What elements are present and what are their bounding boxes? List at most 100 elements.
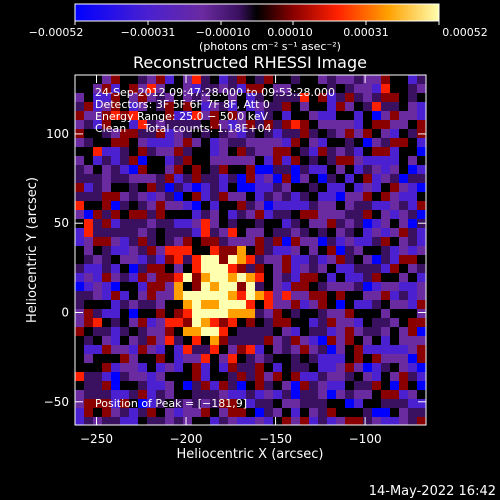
heatmap-cell (282, 120, 292, 130)
heatmap-cell (300, 255, 310, 265)
heatmap-cell (102, 300, 112, 310)
heatmap-cell (345, 156, 355, 166)
heatmap-cell (354, 156, 364, 166)
heatmap-cell (309, 165, 319, 175)
heatmap-cell (93, 120, 103, 130)
heatmap-cell (129, 408, 139, 418)
heatmap-cell (291, 255, 301, 265)
heatmap-cell (300, 264, 310, 274)
heatmap-cell (264, 345, 274, 355)
heatmap-cell (138, 165, 148, 175)
heatmap-cell (291, 192, 301, 202)
heatmap-cell (156, 354, 166, 364)
heatmap-cell (183, 237, 193, 247)
heatmap-cell (129, 183, 139, 193)
heatmap-cell (156, 174, 166, 184)
heatmap-cell (237, 372, 247, 382)
heatmap-cell (237, 255, 247, 265)
heatmap-cell (354, 291, 364, 301)
heatmap-cell (174, 309, 184, 319)
heatmap-cell (228, 138, 238, 148)
heatmap-cell (399, 291, 409, 301)
heatmap-cell (174, 300, 184, 310)
heatmap-cell (111, 390, 121, 400)
heatmap-cell (318, 408, 328, 418)
heatmap-cell (75, 417, 85, 425)
heatmap-cell (318, 309, 328, 319)
heatmap-cell (291, 174, 301, 184)
heatmap-cell (93, 201, 103, 211)
heatmap-cell (282, 318, 292, 328)
heatmap-cell (273, 120, 283, 130)
heatmap-cell (399, 183, 409, 193)
heatmap-cell (300, 291, 310, 301)
heatmap-cell (327, 273, 337, 283)
heatmap-cell (138, 300, 148, 310)
heatmap-cell (264, 264, 274, 274)
heatmap-cell (273, 75, 283, 85)
heatmap-cell (372, 354, 382, 364)
heatmap-cell (381, 228, 391, 238)
heatmap-cell (309, 120, 319, 130)
heatmap-cell (336, 318, 346, 328)
heatmap-cell (363, 219, 373, 229)
heatmap-cell (336, 156, 346, 166)
heatmap-cell (417, 336, 426, 346)
heatmap-cell (417, 237, 426, 247)
heatmap-cell (264, 147, 274, 157)
heatmap-cell (129, 309, 139, 319)
colorbar-tick-label: 0.00010 (267, 26, 313, 39)
heatmap-cell (138, 228, 148, 238)
heatmap-cell (111, 309, 121, 319)
heatmap-cell (300, 129, 310, 139)
heatmap-cell (390, 399, 400, 409)
heatmap-cell (93, 138, 103, 148)
heatmap-cell (255, 201, 265, 211)
heatmap-cell (336, 345, 346, 355)
heatmap-cell (264, 291, 274, 301)
heatmap-cell (120, 390, 130, 400)
heatmap-cell (282, 219, 292, 229)
heatmap-cell (75, 93, 85, 103)
heatmap-cell (318, 354, 328, 364)
heatmap-cell (75, 291, 85, 301)
heatmap-cell (354, 147, 364, 157)
heatmap-cell (363, 174, 373, 184)
heatmap-cell (318, 282, 328, 292)
heatmap-cell (390, 291, 400, 301)
heatmap-cell (75, 138, 85, 148)
heatmap-cell (246, 228, 256, 238)
heatmap-cell (228, 291, 238, 301)
heatmap-cell (111, 93, 121, 103)
heatmap-cell (237, 93, 247, 103)
heatmap-cell (228, 390, 238, 400)
heatmap-cell (363, 237, 373, 247)
heatmap-cell (273, 192, 283, 202)
heatmap-cell (273, 255, 283, 265)
heatmap-cell (93, 300, 103, 310)
heatmap-cell (336, 165, 346, 175)
heatmap-cell (183, 273, 193, 283)
heatmap-cell (336, 102, 346, 112)
heatmap-cell (363, 264, 373, 274)
heatmap-cell (147, 255, 157, 265)
heatmap-cell (111, 246, 121, 256)
heatmap-cell (165, 129, 175, 139)
heatmap-cell (219, 246, 229, 256)
heatmap-cell (210, 264, 220, 274)
heatmap-cell (255, 147, 265, 157)
heatmap-cell (372, 408, 382, 418)
heatmap-cell (345, 219, 355, 229)
heatmap-cell (273, 156, 283, 166)
heatmap-cell (228, 129, 238, 139)
heatmap-cell (156, 219, 166, 229)
heatmap-cell (93, 183, 103, 193)
heatmap-cell (399, 345, 409, 355)
heatmap-cell (147, 183, 157, 193)
heatmap-cell (174, 345, 184, 355)
heatmap-cell (417, 345, 426, 355)
heatmap-cell (390, 354, 400, 364)
heatmap-cell (102, 291, 112, 301)
heatmap-cell (291, 345, 301, 355)
heatmap-cell (84, 156, 94, 166)
